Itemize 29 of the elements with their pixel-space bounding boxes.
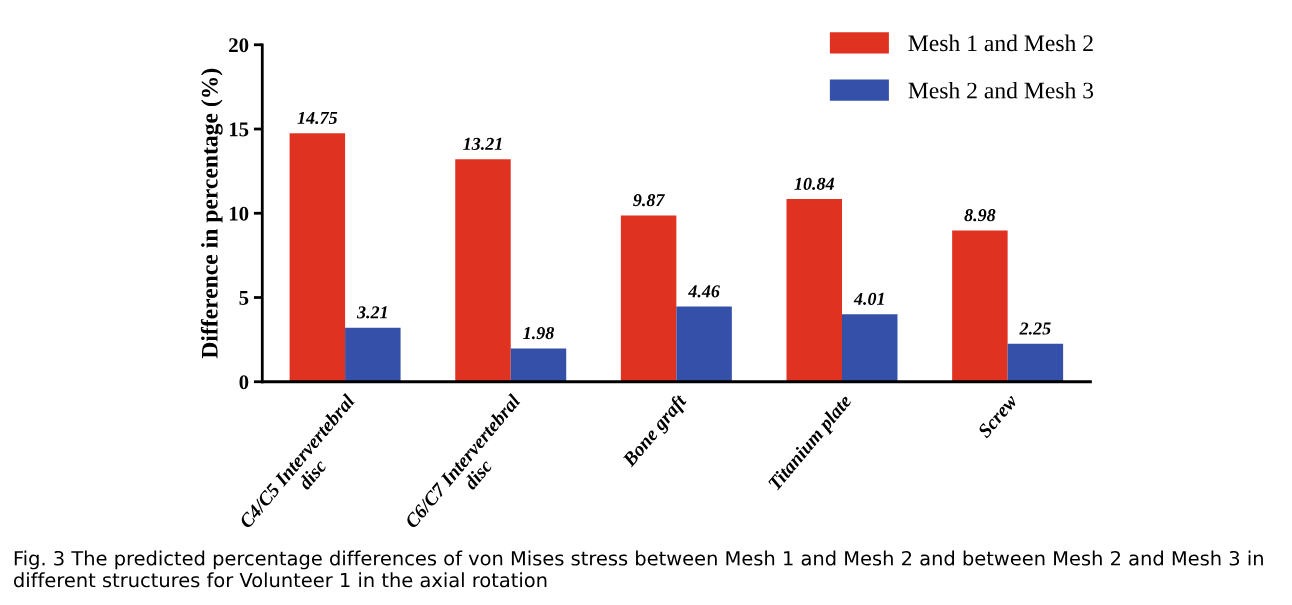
y-tick-label: 15 [229, 122, 249, 137]
data-label: 3.21 [356, 306, 387, 319]
data-label: 13.21 [463, 137, 502, 151]
bar [952, 230, 1008, 382]
caption: Fig. 3 The predicted percentage differences of von Mises stress between Mesh 1 and Mesh 2 and between Mesh 2 and Mesh 3 in different structures for Volunteer 1 in the axial rotation [13, 550, 1263, 588]
y-tick-label: 5 [239, 291, 249, 305]
bar [455, 159, 511, 382]
y-axis-title: Difference in percentage (%) [200, 68, 223, 359]
legend-label: Mesh 1 and Mesh 2 [908, 34, 1093, 52]
bar [345, 327, 401, 382]
data-label: 2.25 [1019, 322, 1051, 335]
legend-label: Mesh 2 and Mesh 3 [908, 81, 1094, 99]
y-tick-label: 10 [229, 206, 249, 221]
data-label: 14.75 [297, 111, 338, 125]
data-label: 1.98 [523, 326, 554, 340]
bar [289, 133, 346, 382]
data-label: 9.87 [633, 194, 666, 207]
data-label: 10.84 [794, 177, 835, 190]
bar [676, 306, 732, 382]
y-tick-label: 0 [239, 375, 249, 390]
bar [1007, 343, 1064, 382]
bar [620, 215, 677, 382]
data-label: 8.98 [964, 209, 996, 222]
bar [786, 199, 842, 382]
y-tick-label: 20 [229, 38, 249, 53]
data-label: 4.01 [853, 292, 884, 306]
bar [842, 314, 898, 382]
bar [510, 348, 567, 382]
data-label: 4.46 [688, 285, 720, 298]
